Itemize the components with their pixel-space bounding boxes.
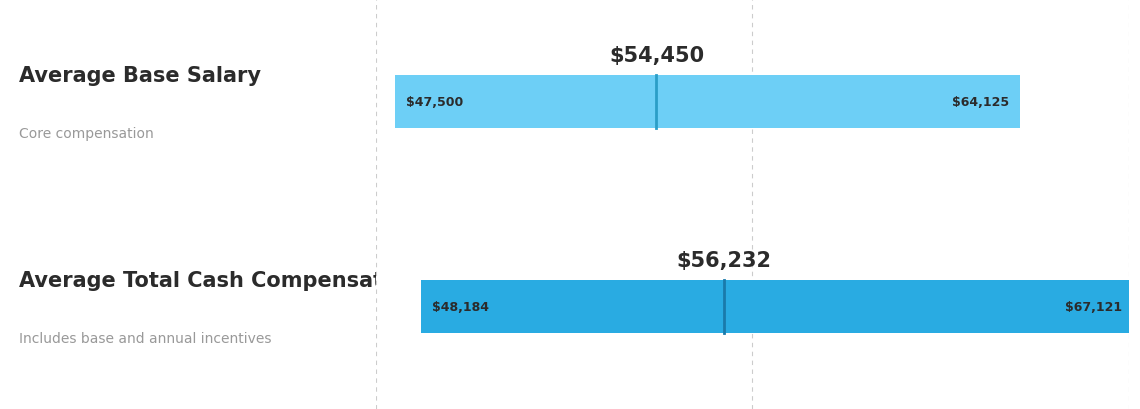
Text: $48,184: $48,184 <box>432 300 489 313</box>
Text: Core compensation: Core compensation <box>18 127 154 141</box>
Text: $54,450: $54,450 <box>609 45 705 65</box>
Bar <box>421 280 1133 333</box>
Text: Includes base and annual incentives: Includes base and annual incentives <box>18 331 271 345</box>
Text: Average Base Salary: Average Base Salary <box>18 66 261 86</box>
Text: $67,121: $67,121 <box>1065 300 1122 313</box>
Bar <box>394 76 1020 129</box>
Text: Average Total Cash Compensation: Average Total Cash Compensation <box>18 270 420 290</box>
Text: $56,232: $56,232 <box>676 250 771 270</box>
Text: $47,500: $47,500 <box>406 96 464 109</box>
Text: $64,125: $64,125 <box>952 96 1009 109</box>
